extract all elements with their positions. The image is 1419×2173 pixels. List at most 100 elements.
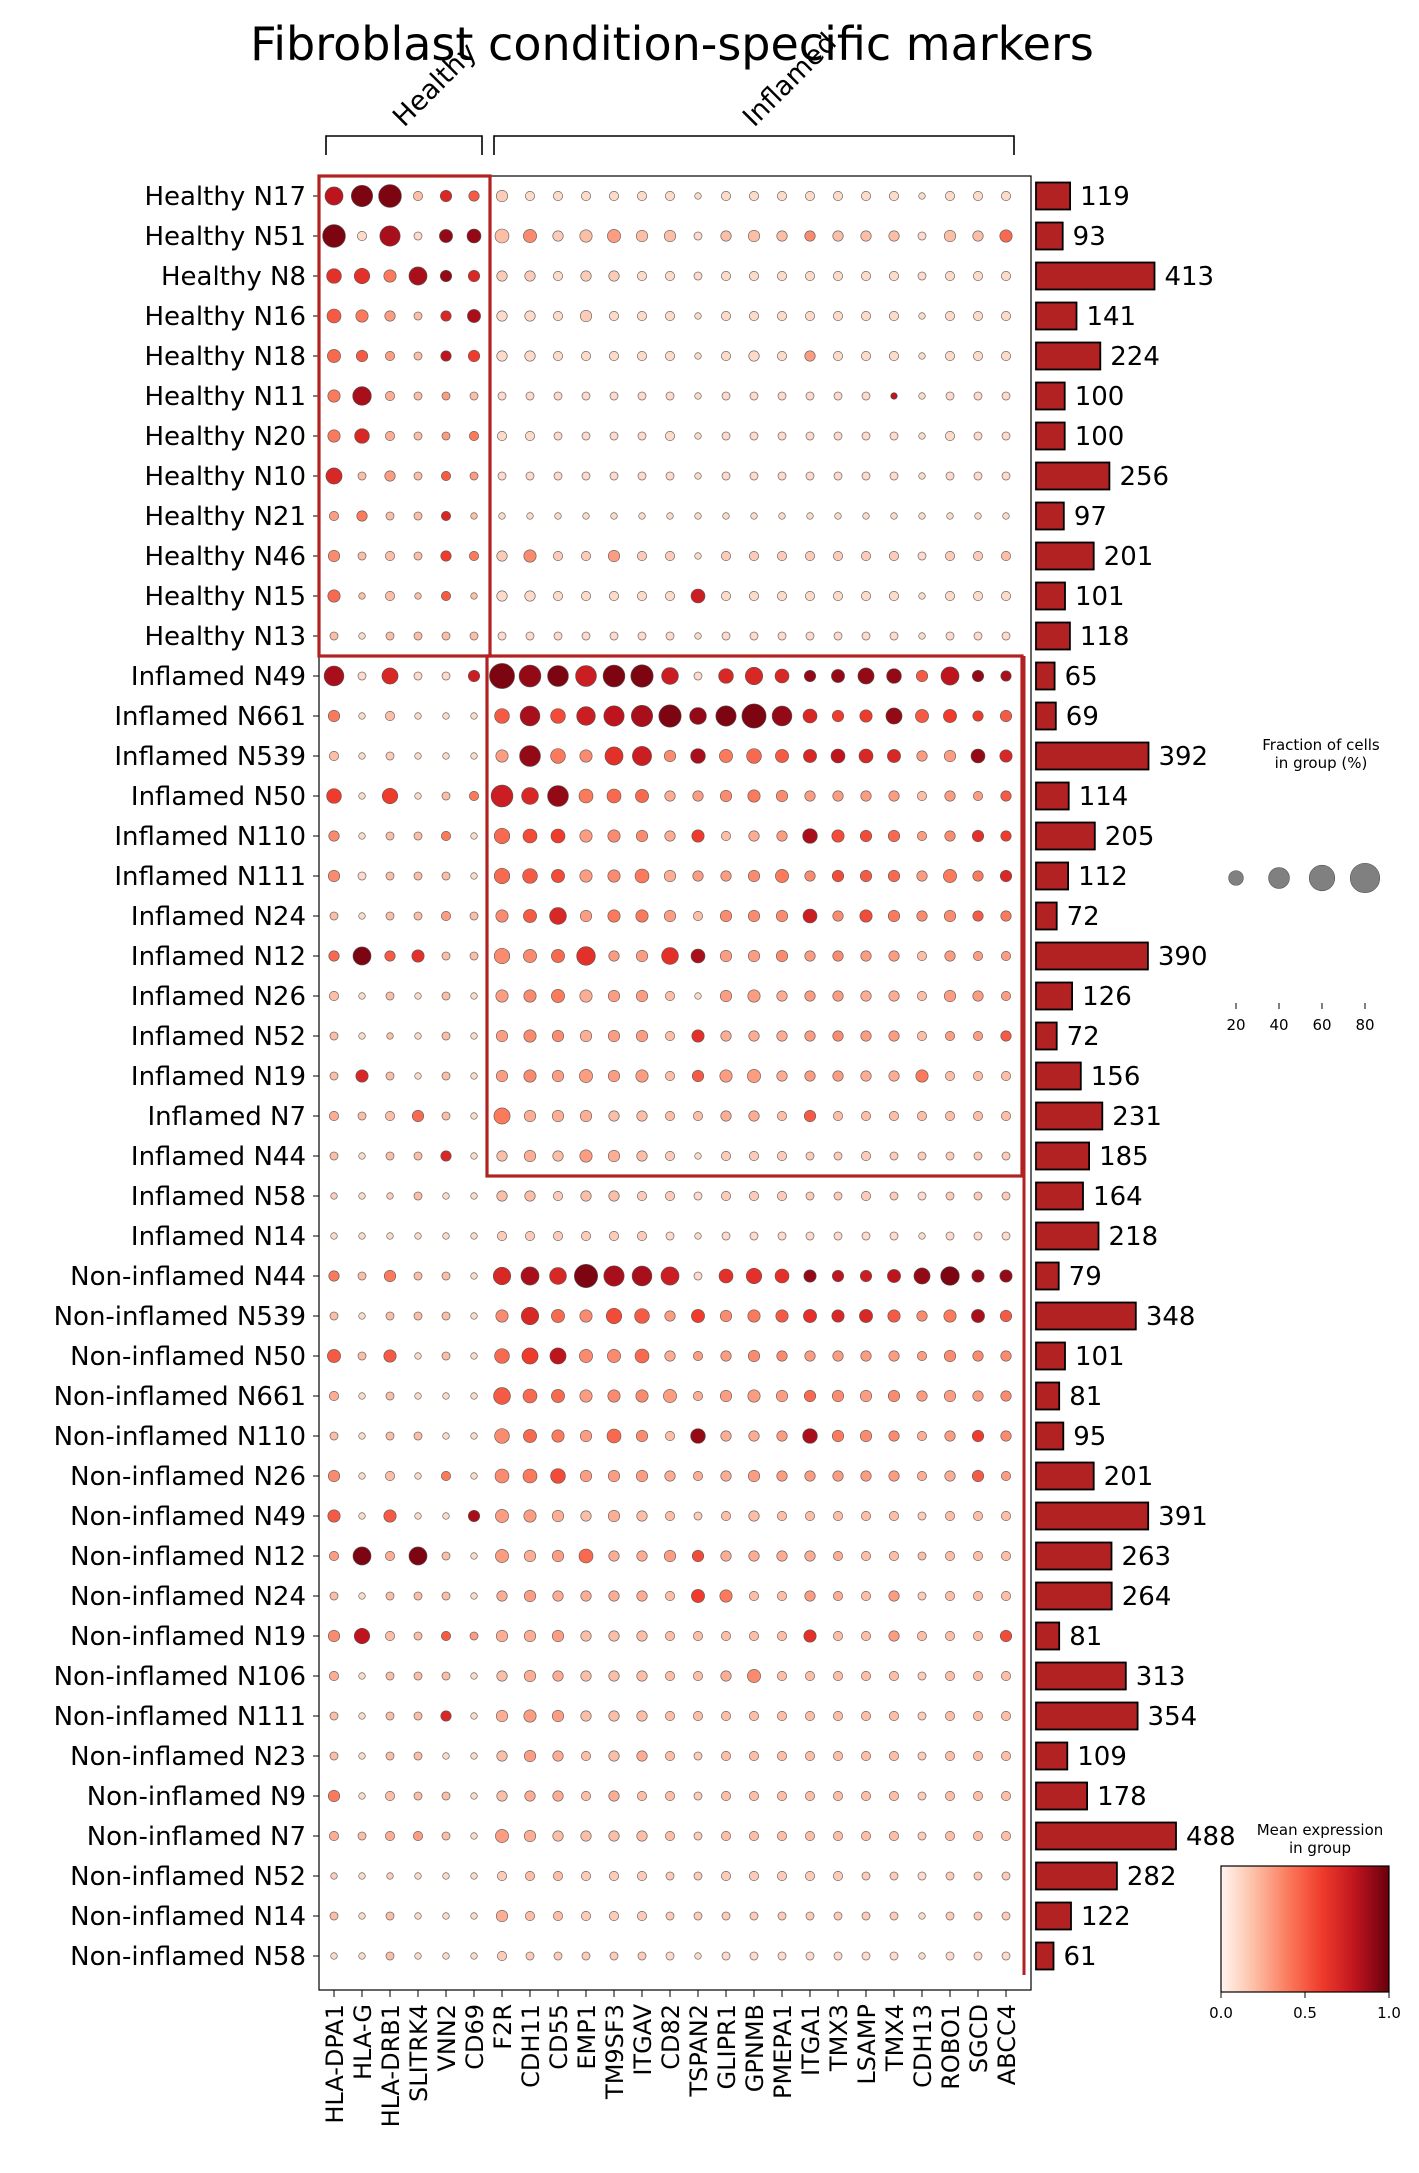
count-label: 205 [1105,822,1155,852]
dot [971,1269,985,1283]
dot [888,950,900,962]
row-label: Non-inflamed N49 [70,1502,306,1532]
gene-labels: HLA-DPA1 HLA-G HLA-DRB1 SLITRK4 VNN2 CD69 F2R C… [321,1990,1021,2127]
dot [945,1551,955,1561]
dot [442,1512,450,1520]
dot [748,1030,760,1042]
dot [693,1711,703,1721]
dot [550,828,566,844]
dot [635,1469,649,1483]
dot [945,591,955,601]
dot [749,1191,759,1201]
dot [831,1429,845,1443]
size-legend-title: Fraction of cells [1262,736,1380,754]
dot [496,1790,508,1802]
dot [718,668,734,684]
dot [551,1709,565,1723]
dot [605,1307,623,1325]
dot [889,1191,899,1201]
dot [609,351,619,361]
dot [747,869,761,883]
row-label: Inflamed N19 [131,1062,306,1092]
dot [973,951,983,961]
dot [805,1191,815,1201]
dot [329,1831,339,1841]
dot [385,391,395,401]
gene-label: CDH11 [517,2004,545,2088]
dot [469,431,479,441]
dot [469,791,479,801]
dot [498,512,506,520]
dot [693,1671,703,1681]
row-labels: Healthy N17 Healthy N51 Healthy N8 Healthy … [54,182,319,1972]
dot [1001,1071,1011,1081]
dot [413,351,423,361]
dot [496,550,508,562]
dot [469,551,479,561]
count-bar [1035,581,1066,611]
count-bar [1035,701,1057,731]
dot [524,310,536,322]
dot [721,351,731,361]
dot [553,1191,563,1201]
dot [329,1151,339,1161]
dot [470,1792,478,1800]
dot [973,1911,983,1921]
gene-label: ITGA1 [797,2004,825,2076]
dot [358,912,366,920]
dot [721,631,731,641]
dot [889,311,899,321]
dot [497,631,507,641]
dot [610,512,618,520]
dot [523,1109,537,1123]
dot [327,389,341,403]
dot [917,1831,927,1841]
dot [579,1069,593,1083]
dot [917,1631,927,1641]
dot [635,1069,649,1083]
dot [609,1911,619,1921]
dot [859,1309,873,1323]
dot [833,1631,843,1641]
dot [579,869,593,883]
dot [804,950,816,962]
dot [547,665,569,687]
dot [859,829,873,843]
dot [973,351,983,361]
dot [693,1351,703,1361]
dot [665,191,675,201]
dot [329,1751,339,1761]
dot [747,989,761,1003]
dot [721,311,731,321]
dot [861,1871,871,1881]
dot [495,1709,509,1723]
dot [834,512,842,520]
dot [386,1232,394,1240]
dot [441,1551,451,1561]
dot [748,830,760,842]
dot [636,1590,648,1602]
dot [917,1871,927,1881]
dot [470,872,478,880]
dot [408,266,428,286]
dot [861,1191,871,1201]
dot [917,1551,927,1561]
dot [441,1351,451,1361]
gene-label: HLA-DRB1 [377,2004,405,2127]
dot [552,1590,564,1602]
dot [358,1872,366,1880]
dot [579,1469,593,1483]
row-label: Inflamed N110 [114,822,306,852]
dot [442,1192,450,1200]
dot [665,591,675,601]
dot [581,551,591,561]
dot [805,1711,815,1721]
dot [833,1671,843,1681]
dot [973,1831,983,1841]
dot [579,1109,593,1123]
dot [1001,271,1011,281]
dot [749,1871,759,1881]
dot [414,792,422,800]
dot [470,1392,478,1400]
dot [581,1751,591,1761]
